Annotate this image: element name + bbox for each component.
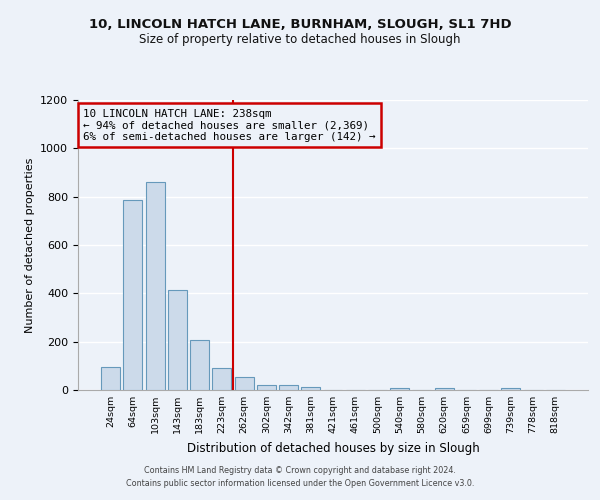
Text: 10 LINCOLN HATCH LANE: 238sqm
← 94% of detached houses are smaller (2,369)
6% of: 10 LINCOLN HATCH LANE: 238sqm ← 94% of d… xyxy=(83,108,376,142)
Text: 10, LINCOLN HATCH LANE, BURNHAM, SLOUGH, SL1 7HD: 10, LINCOLN HATCH LANE, BURNHAM, SLOUGH,… xyxy=(89,18,511,30)
Bar xyxy=(279,385,298,390)
Bar xyxy=(146,182,164,390)
Bar xyxy=(301,387,320,390)
Bar xyxy=(168,290,187,390)
Bar xyxy=(235,378,254,390)
Bar xyxy=(190,340,209,390)
Text: Size of property relative to detached houses in Slough: Size of property relative to detached ho… xyxy=(139,32,461,46)
Bar xyxy=(257,385,276,390)
Bar xyxy=(101,367,120,390)
X-axis label: Distribution of detached houses by size in Slough: Distribution of detached houses by size … xyxy=(187,442,479,454)
Bar xyxy=(502,388,520,390)
Bar xyxy=(124,200,142,390)
Text: Contains HM Land Registry data © Crown copyright and database right 2024.
Contai: Contains HM Land Registry data © Crown c… xyxy=(126,466,474,487)
Y-axis label: Number of detached properties: Number of detached properties xyxy=(25,158,35,332)
Bar xyxy=(390,388,409,390)
Bar xyxy=(435,388,454,390)
Bar xyxy=(212,368,231,390)
